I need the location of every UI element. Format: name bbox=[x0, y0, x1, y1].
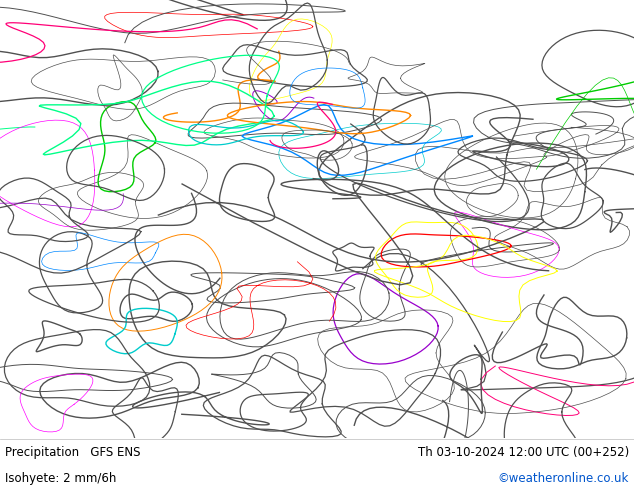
Text: Precipitation   GFS ENS: Precipitation GFS ENS bbox=[5, 446, 141, 459]
Text: Isohyete: 2 mm/6h: Isohyete: 2 mm/6h bbox=[5, 472, 117, 485]
Text: Th 03-10-2024 12:00 UTC (00+252): Th 03-10-2024 12:00 UTC (00+252) bbox=[418, 446, 629, 459]
Text: ©weatheronline.co.uk: ©weatheronline.co.uk bbox=[498, 472, 629, 485]
